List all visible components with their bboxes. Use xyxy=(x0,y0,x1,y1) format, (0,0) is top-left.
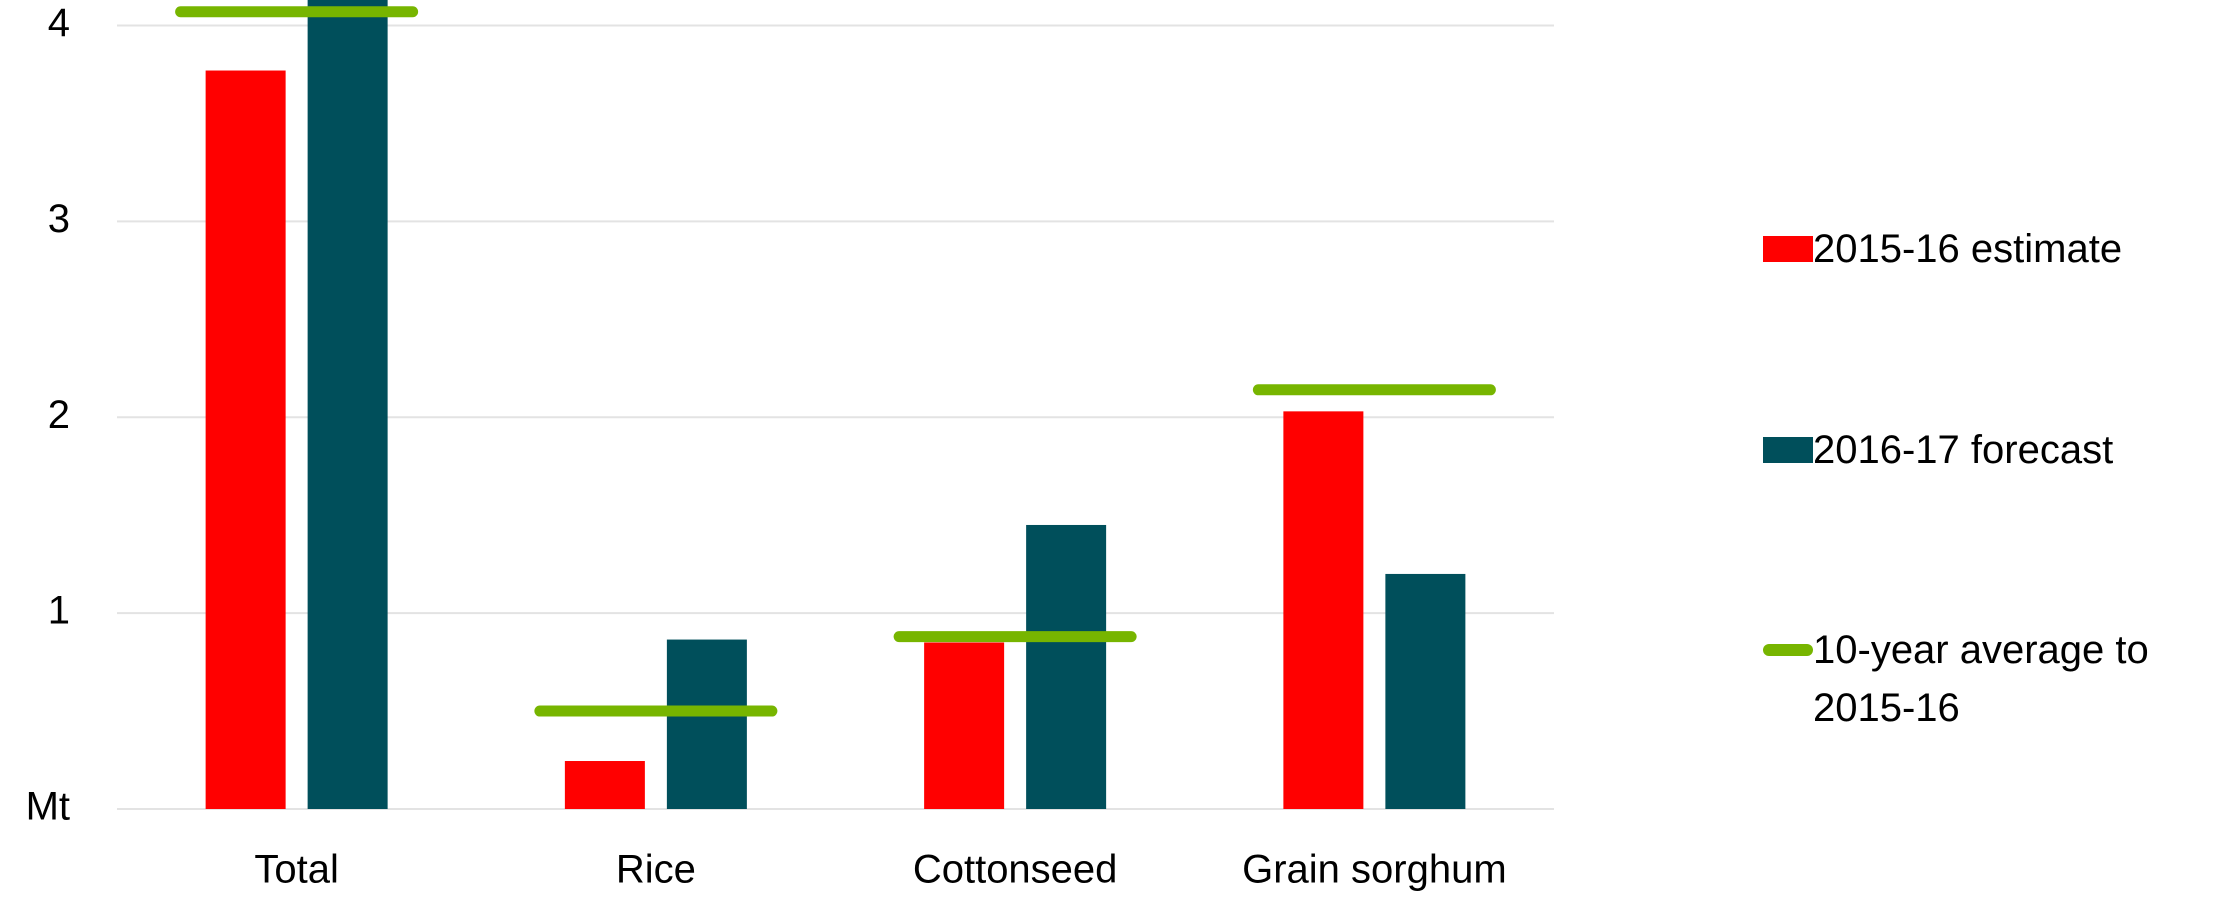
bar xyxy=(1283,411,1364,809)
legend-swatch xyxy=(1763,437,1813,463)
legend-label: 2016-17 forecast xyxy=(1813,428,2114,472)
bar xyxy=(205,70,286,809)
y-tick-label: Mt xyxy=(26,785,70,829)
bar xyxy=(666,639,747,809)
y-tick-label: 3 xyxy=(48,197,70,241)
bar xyxy=(1385,573,1466,809)
legend-item: 2016-17 forecast xyxy=(1763,421,2193,479)
legend-label: 2015-16 estimate xyxy=(1813,227,2123,271)
bar xyxy=(564,761,645,809)
x-tick-label: Cottonseed xyxy=(913,848,1118,892)
legend-swatch xyxy=(1763,644,1813,656)
legend-item: 2015-16 estimate xyxy=(1763,220,2193,278)
bar xyxy=(1026,524,1107,809)
x-tick-label: Rice xyxy=(616,848,696,892)
y-tick-label: 2 xyxy=(48,393,70,437)
x-tick-label: Total xyxy=(254,848,339,892)
legend-swatch xyxy=(1763,236,1813,262)
y-tick-label: 1 xyxy=(48,589,70,633)
bar xyxy=(924,642,1005,809)
legend-label: 10-year average to 2015-16 xyxy=(1813,628,2149,730)
y-tick-label: 4 xyxy=(48,1,70,45)
legend-item: 10-year average to 2015-16 xyxy=(1763,621,2193,737)
bar xyxy=(307,0,388,809)
x-tick-label: Grain sorghum xyxy=(1242,848,1507,892)
